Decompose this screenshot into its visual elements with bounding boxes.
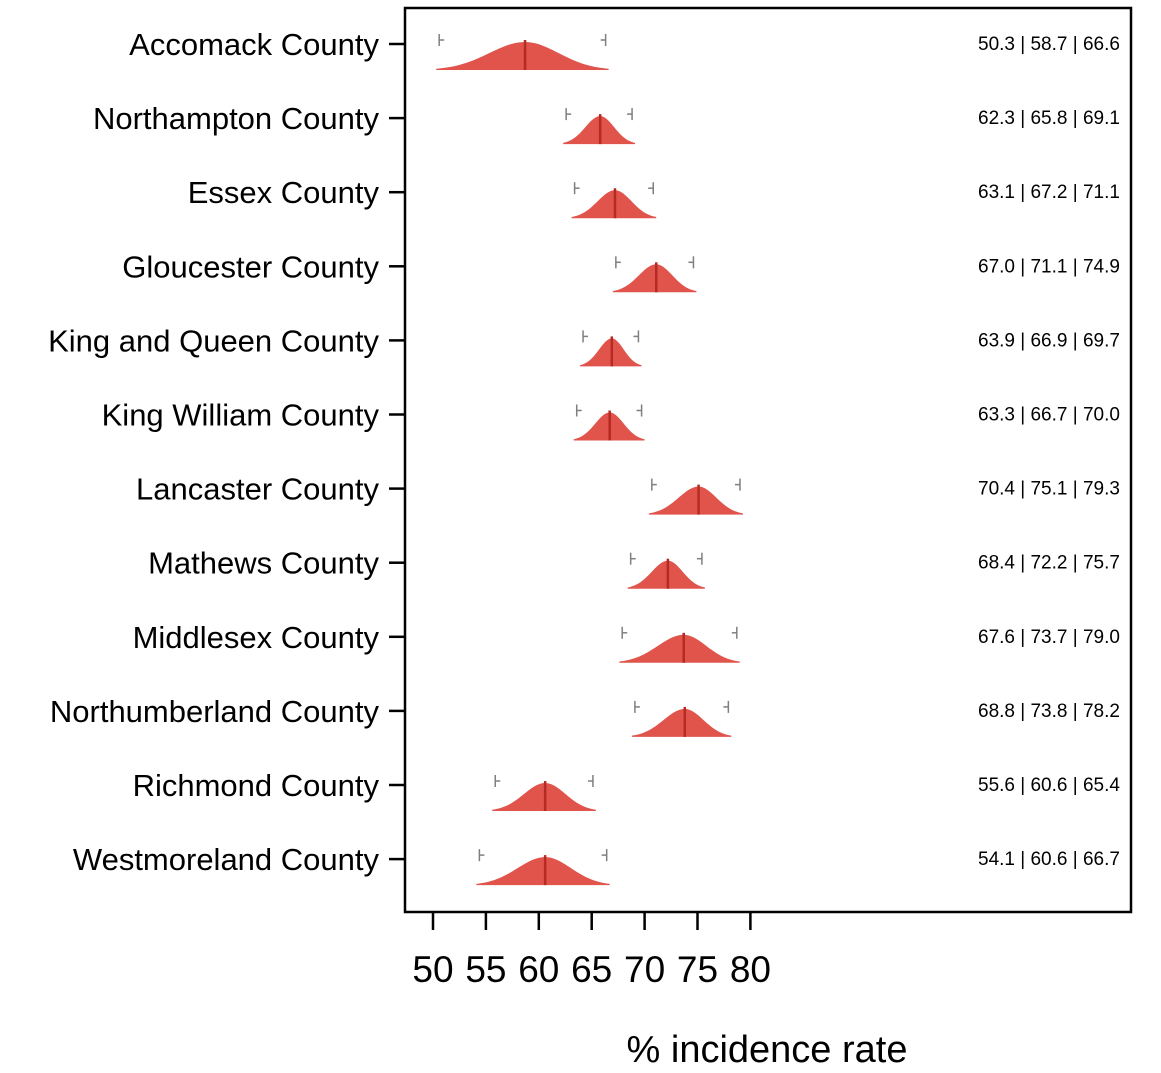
value-label: 67.6 | 73.7 | 79.0 (978, 627, 1120, 648)
value-label: 63.3 | 66.7 | 70.0 (978, 405, 1120, 426)
x-tick-label: 70 (624, 949, 665, 990)
value-label: 62.3 | 65.8 | 69.1 (978, 108, 1120, 129)
ridge-shape (476, 857, 610, 886)
category-label: Accomack County (129, 27, 379, 62)
value-labels-group: 50.3 | 58.7 | 66.6 62.3 | 65.8 | 69.1 63.1… (978, 34, 1120, 870)
ridges-group (436, 34, 743, 886)
ridge-shape (612, 264, 697, 293)
category-label: King William County (102, 398, 380, 433)
value-label: 54.1 | 60.6 | 66.7 (978, 849, 1120, 870)
category-label: King and Queen County (48, 323, 379, 358)
category-label: Northampton County (93, 101, 380, 136)
x-axis-title: % incidence rate (627, 1029, 908, 1068)
x-tick-label: 80 (730, 949, 771, 990)
category-label: Westmoreland County (73, 842, 380, 877)
value-label: 70.4 | 75.1 | 79.3 (978, 479, 1120, 500)
x-tick-label: 65 (571, 949, 612, 990)
ridge-shape (631, 708, 732, 737)
ridge-shape (648, 486, 743, 515)
category-label: Middlesex County (133, 620, 380, 655)
x-tick-label: 55 (465, 949, 506, 990)
category-label: Gloucester County (122, 249, 379, 284)
category-label: Mathews County (148, 546, 379, 581)
value-label: 63.1 | 67.2 | 71.1 (978, 182, 1120, 203)
category-label: Essex County (188, 175, 380, 210)
category-label: Richmond County (133, 768, 380, 803)
value-label: 63.9 | 66.9 | 69.7 (978, 330, 1120, 351)
plot-frame (403, 6, 1133, 914)
category-label: Lancaster County (136, 472, 379, 507)
value-label: 68.8 | 73.8 | 78.2 (978, 701, 1120, 722)
ridge-shape (436, 42, 609, 70)
x-axis: 50 55 60 65 70 75 80 (412, 912, 771, 990)
y-axis: Accomack County Northampton County Essex C… (48, 27, 405, 877)
x-tick-label: 60 (518, 949, 559, 990)
value-label: 55.6 | 60.6 | 65.4 (978, 775, 1120, 796)
value-label: 68.4 | 72.2 | 75.7 (978, 553, 1120, 574)
value-label: 67.0 | 71.1 | 74.9 (978, 256, 1120, 277)
x-tick-label: 75 (677, 949, 718, 990)
ridge-shape (619, 634, 740, 663)
x-tick-label: 50 (412, 949, 453, 990)
value-label: 50.3 | 58.7 | 66.6 (978, 34, 1120, 55)
ridge-shape (627, 560, 705, 589)
category-label: Northumberland County (50, 694, 380, 729)
